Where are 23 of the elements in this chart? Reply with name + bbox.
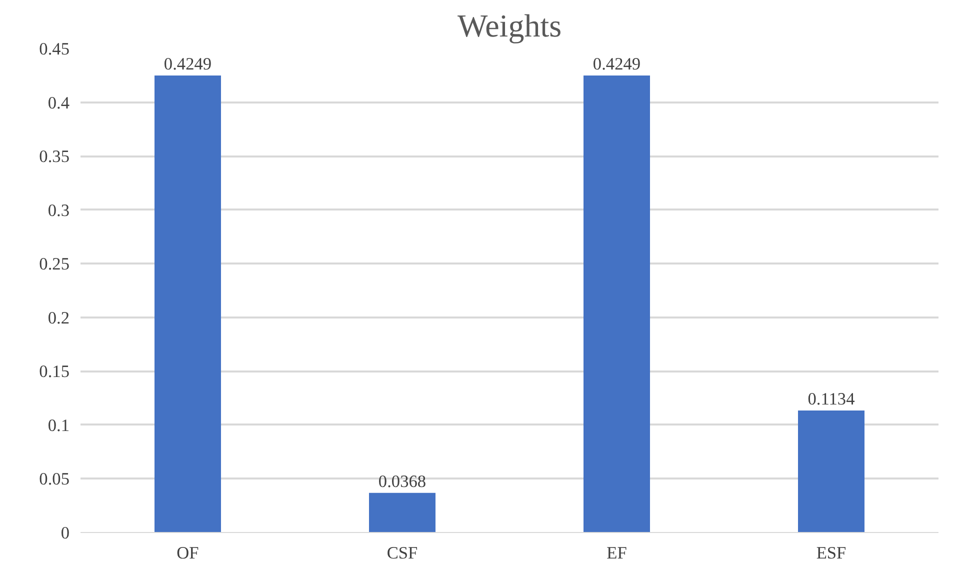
y-tick-label: 0.05 [39, 470, 70, 489]
y-tick-label: 0.4 [48, 93, 70, 112]
y-tick-label: 0.35 [39, 147, 70, 166]
y-tick-label: 0.1 [48, 416, 70, 435]
bar [584, 75, 650, 532]
y-tick-label: 0.15 [39, 362, 70, 382]
bar [154, 75, 221, 532]
x-tick-label: CSF [386, 544, 418, 562]
y-tick-label: 0.25 [39, 254, 70, 274]
x-tick-label: EF [606, 544, 628, 562]
x-tick-label: OF [176, 544, 200, 562]
bar [369, 492, 436, 532]
y-tick-label: 0.3 [48, 200, 70, 220]
data-label: 0.1134 [808, 390, 856, 409]
data-label: 0.4249 [592, 54, 641, 74]
chart-title: Weights [457, 8, 562, 44]
y-tick-label: 0 [60, 524, 70, 542]
bar [798, 410, 864, 532]
data-label: 0.4249 [164, 54, 212, 74]
x-tick-label: ESF [816, 544, 847, 562]
y-tick-label: 0.2 [48, 308, 70, 328]
data-label: 0.0368 [378, 472, 426, 491]
y-tick-label: 0.45 [39, 40, 70, 58]
